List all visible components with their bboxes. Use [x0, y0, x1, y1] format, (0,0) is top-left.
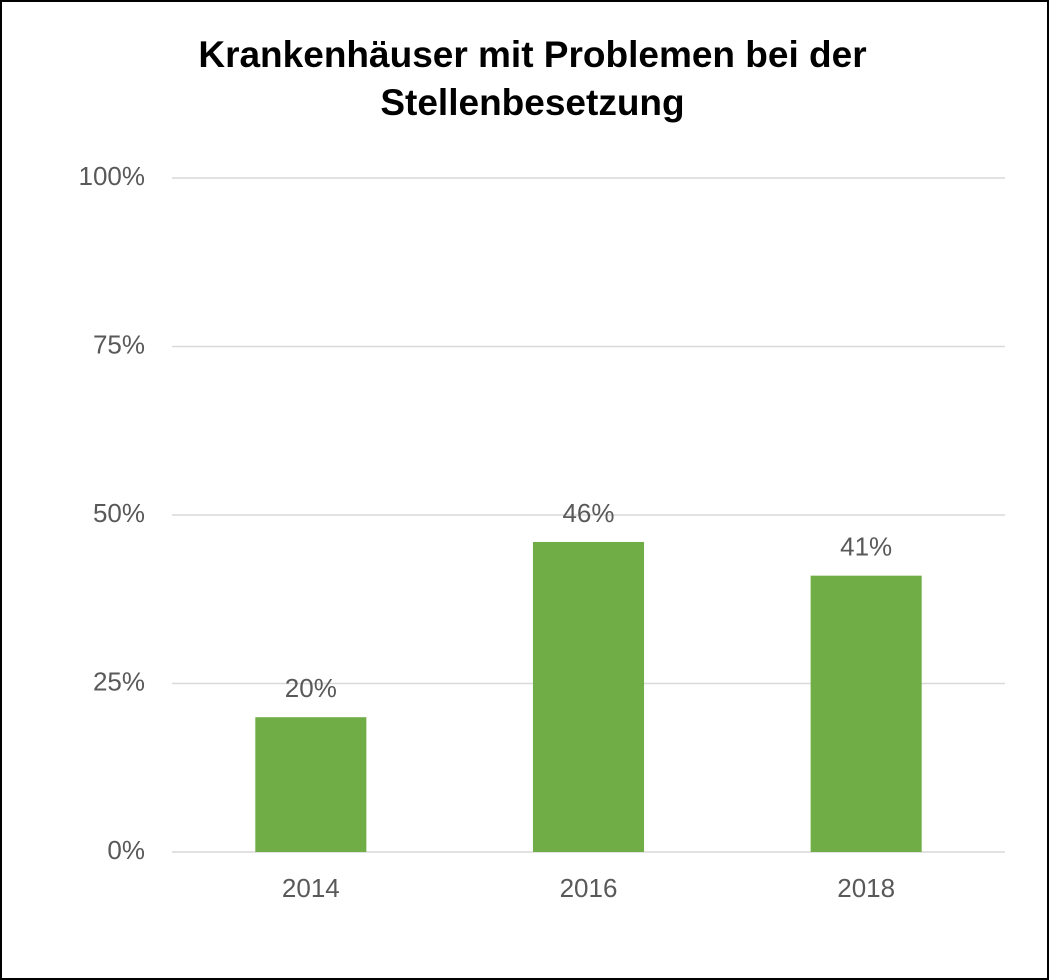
y-tick-label: 50% — [93, 498, 145, 528]
bar — [810, 575, 922, 852]
y-tick-label: 0% — [107, 835, 145, 865]
bar — [532, 541, 645, 852]
x-tick-label: 2016 — [560, 873, 618, 903]
x-tick-label: 2014 — [282, 873, 340, 903]
y-tick-label: 100% — [79, 161, 146, 191]
data-label: 41% — [840, 532, 892, 562]
bar — [255, 717, 367, 852]
data-label: 20% — [285, 673, 337, 703]
chart-title: Krankenhäuser mit Problemen bei der Stel… — [198, 34, 867, 123]
x-tick-label: 2018 — [837, 873, 895, 903]
y-tick-label: 25% — [93, 666, 145, 696]
y-tick-label: 75% — [93, 329, 145, 359]
data-label: 46% — [562, 498, 614, 528]
